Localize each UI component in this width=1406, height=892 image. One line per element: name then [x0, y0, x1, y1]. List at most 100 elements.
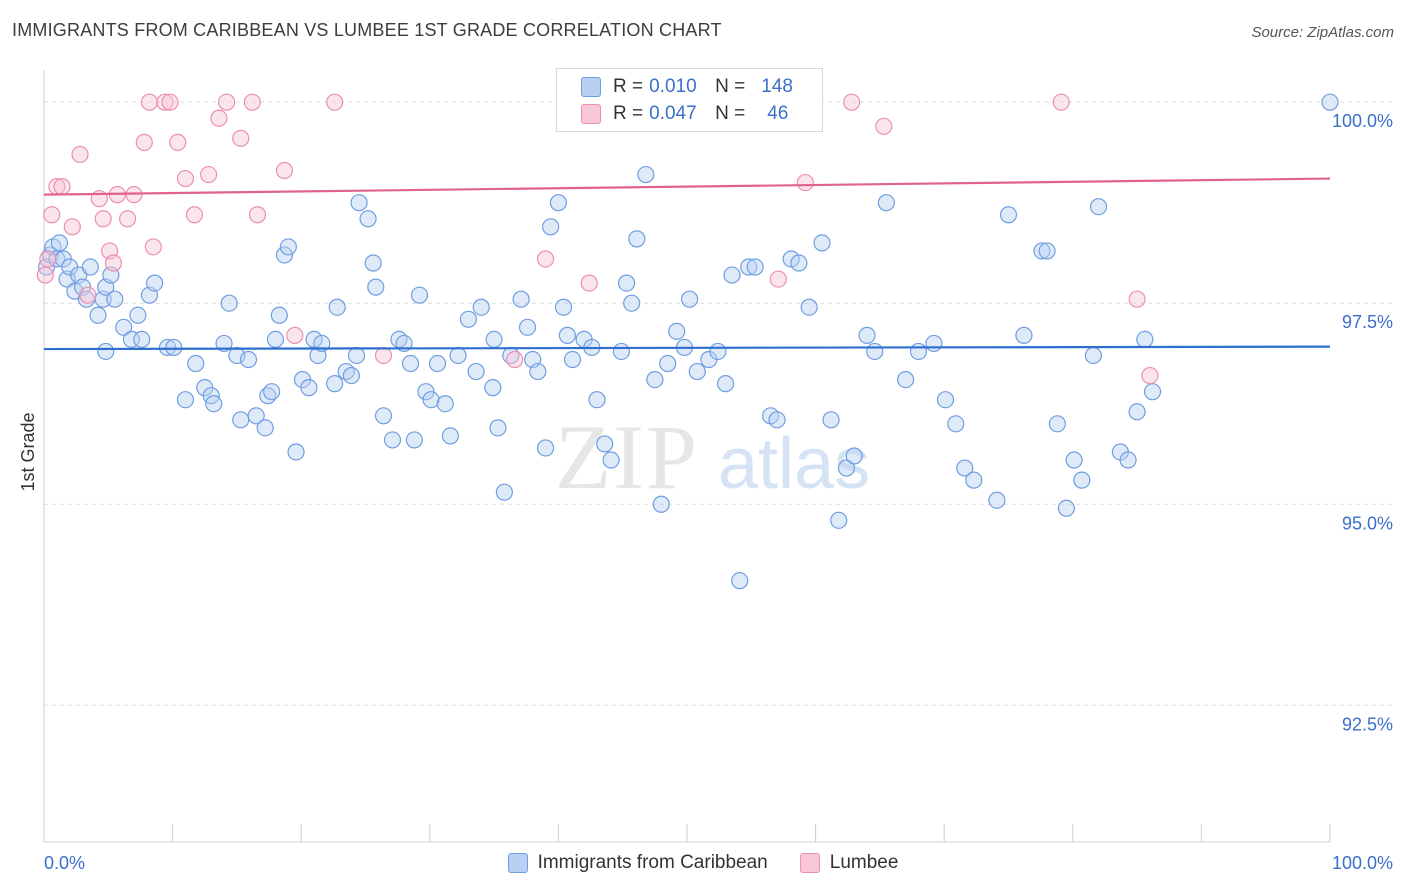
caribbean-point-88: [554, 298, 573, 316]
legend-label-caribbean: Immigrants from Caribbean: [537, 852, 768, 873]
lumbee-point-32: [374, 346, 393, 365]
caribbean-point-38: [256, 419, 274, 437]
caribbean-point-86: [542, 218, 560, 236]
lumbee-point-25: [218, 93, 236, 111]
lumbee-point-11: [104, 254, 123, 272]
lumbee-point-40: [796, 173, 814, 192]
caribbean-point-60: [374, 407, 393, 425]
caribbean-point-143: [1073, 471, 1091, 489]
caribbean-point-50: [313, 334, 331, 353]
stats-legend-row-caribbean: R = 0.010 N = 148: [581, 75, 793, 99]
caribbean-point-64: [401, 354, 420, 373]
caribbean-point-23: [145, 274, 164, 292]
series-lumbee-points: [36, 93, 1159, 385]
caribbean-point-54: [342, 366, 360, 385]
lumbee-legend-swatch: [799, 853, 820, 873]
caribbean-point-113: [740, 258, 758, 276]
caribbean-point-139: [1038, 242, 1056, 260]
caribbean-point-125: [858, 326, 876, 344]
lumbee-point-27: [243, 93, 261, 111]
lumbee-point-16: [140, 93, 159, 111]
axes: [43, 70, 1331, 843]
caribbean-point-21: [133, 330, 151, 348]
caribbean-point-145: [1089, 198, 1108, 216]
caribbean-point-118: [790, 254, 808, 272]
caribbean-trend-line: [43, 345, 1331, 351]
lumbee-trend-line: [43, 177, 1331, 196]
lumbee-point-13: [118, 210, 137, 228]
caribbean-point-134: [965, 471, 983, 489]
caribbean-point-100: [637, 165, 655, 184]
lumbee-point-42: [875, 117, 893, 135]
caribbean-point-57: [359, 210, 377, 228]
caribbean-point-72: [449, 346, 467, 365]
y-tick-label-0: 100.0%: [1332, 111, 1393, 131]
caribbean-point-120: [813, 234, 831, 252]
caribbean-point-42: [270, 306, 288, 324]
caribbean-point-28: [187, 354, 205, 373]
lumbee-point-39: [769, 270, 787, 288]
caribbean-point-26: [165, 338, 183, 357]
lumbee-point-36: [580, 274, 598, 292]
caribbean-point-4: [50, 234, 69, 252]
lumbee-point-34: [536, 250, 555, 268]
caribbean-point-89: [558, 326, 577, 344]
caribbean-point-43: [275, 246, 294, 264]
caribbean-point-71: [441, 427, 459, 445]
caribbean-point-104: [668, 322, 686, 340]
lumbee-point-18: [156, 93, 174, 111]
caribbean-point-140: [1048, 415, 1066, 433]
x-tick-label-1: 100.0%: [1332, 853, 1393, 873]
caribbean-point-56: [350, 194, 368, 212]
caribbean-point-58: [364, 254, 382, 272]
caribbean-point-81: [512, 290, 530, 308]
caribbean-point-17: [106, 290, 124, 308]
caribbean-point-48: [305, 330, 323, 348]
r-value: 0.047: [649, 103, 697, 124]
caribbean-swatch: [581, 77, 601, 97]
caribbean-point-75: [472, 298, 490, 316]
lumbee-point-24: [210, 109, 228, 127]
caribbean-point-93: [588, 391, 606, 409]
caribbean-point-35: [232, 411, 250, 429]
caribbean-point-151: [1321, 93, 1339, 111]
caribbean-point-121: [822, 411, 840, 429]
caribbean-point-149: [1136, 330, 1154, 348]
r-value: 0.010: [649, 76, 697, 97]
y-axis-label: 1st Grade: [18, 412, 38, 491]
caribbean-point-111: [723, 266, 741, 284]
n-value: 46: [767, 103, 789, 124]
caribbean-point-123: [837, 459, 856, 477]
caribbean-point-148: [1128, 403, 1146, 421]
stats-legend-row-lumbee: R = 0.047 N = 46: [581, 102, 788, 126]
caribbean-point-31: [205, 395, 223, 413]
caribbean-point-45: [287, 443, 305, 461]
lumbee-point-19: [161, 93, 179, 111]
lumbee-point-9: [94, 210, 112, 228]
chart-title: IMMIGRANTS FROM CARIBBEAN VS LUMBEE 1ST …: [12, 20, 722, 40]
caribbean-point-65: [405, 431, 423, 449]
x-tick-label-0: 0.0%: [44, 853, 85, 873]
caribbean-point-51: [326, 375, 344, 393]
lumbee-point-41: [843, 93, 861, 111]
legend-item-lumbee[interactable]: Lumbee: [799, 852, 898, 874]
lumbee-point-23: [200, 165, 218, 184]
caribbean-point-52: [328, 298, 346, 316]
lumbee-point-6: [71, 145, 89, 164]
caribbean-point-70: [436, 395, 454, 413]
caribbean-point-114: [746, 258, 764, 276]
caribbean-point-127: [877, 194, 895, 212]
caribbean-point-82: [518, 318, 537, 336]
caribbean-point-36: [239, 350, 258, 369]
caribbean-point-61: [383, 431, 402, 449]
legend-item-caribbean[interactable]: Immigrants from Caribbean: [507, 852, 768, 874]
caribbean-point-44: [279, 238, 297, 256]
caribbean-point-116: [768, 411, 786, 429]
lumbee-point-17: [144, 238, 162, 256]
caribbean-point-141: [1057, 499, 1075, 517]
caribbean-point-69: [428, 354, 447, 373]
lumbee-point-44: [1128, 290, 1146, 308]
caribbean-point-59: [367, 278, 385, 296]
r-label: R =: [613, 103, 644, 124]
